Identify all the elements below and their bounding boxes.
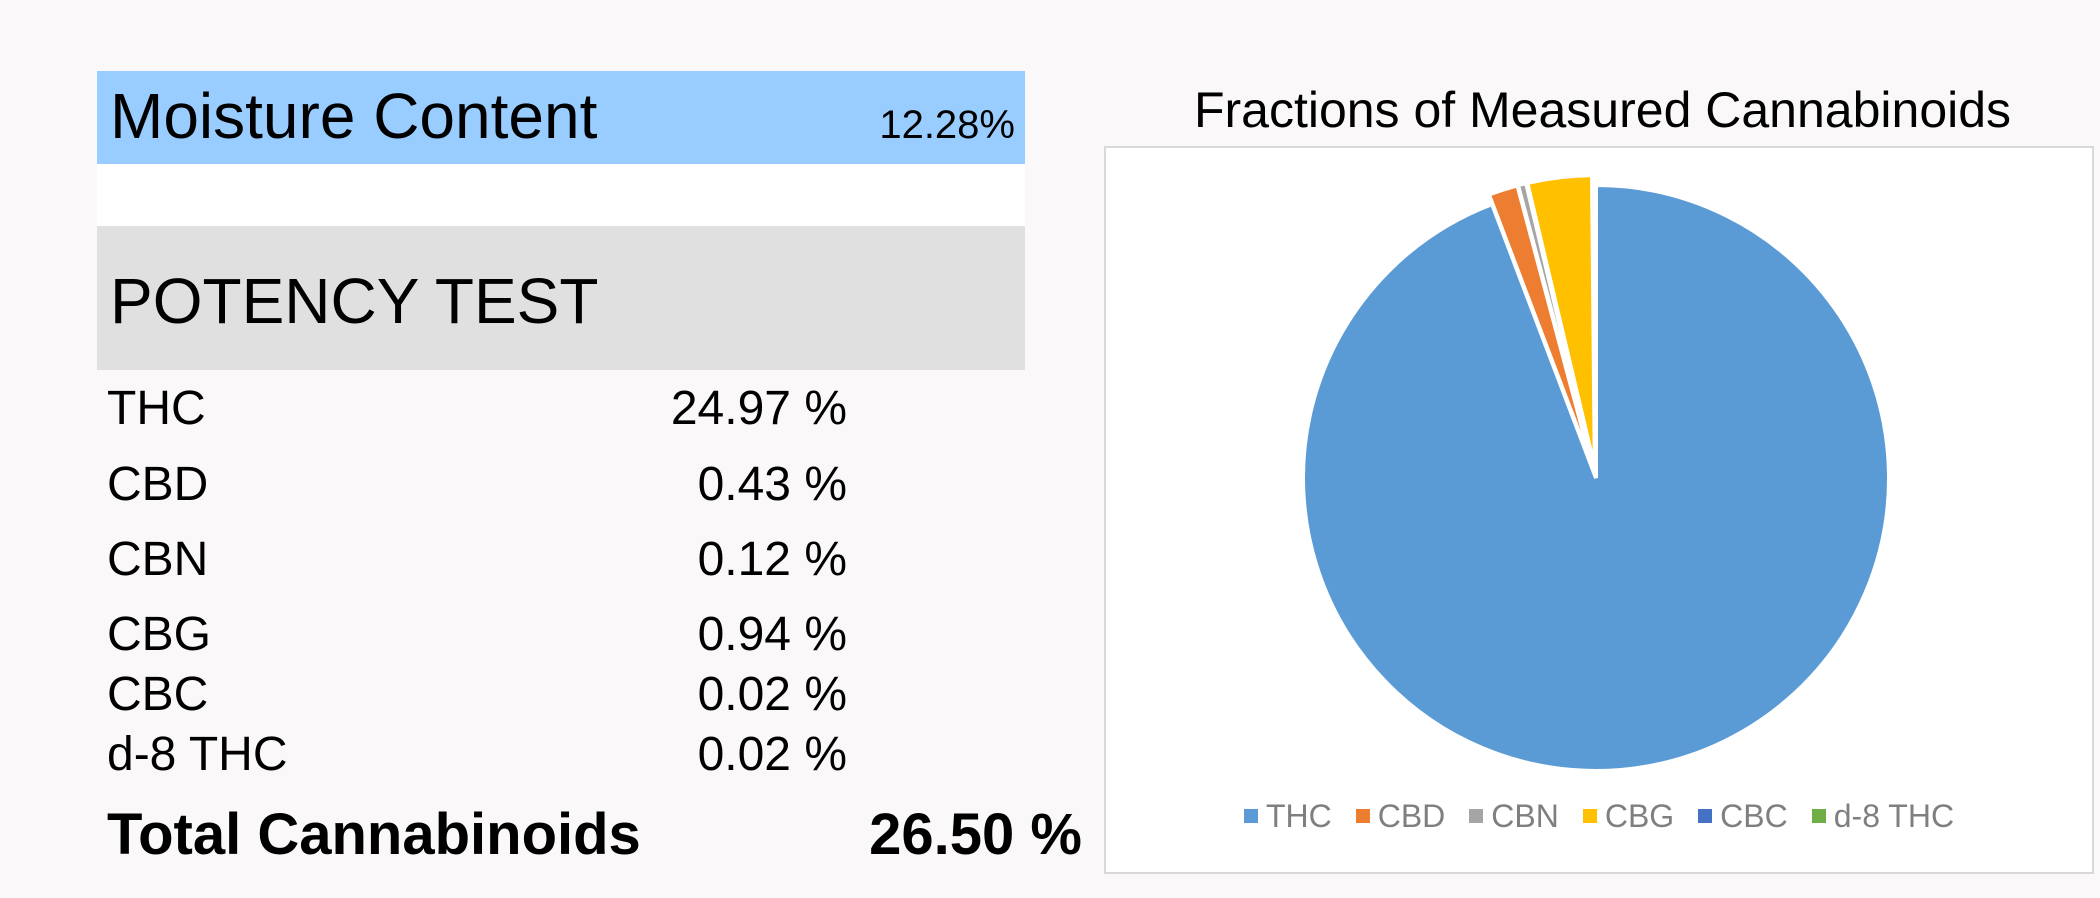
legend-label: THC xyxy=(1265,798,1332,834)
cannabinoid-name: d-8 THC xyxy=(107,728,288,781)
legend-label: CBN xyxy=(1491,798,1559,834)
legend-swatch xyxy=(1355,808,1370,823)
potency-title: POTENCY TEST xyxy=(110,265,599,337)
cannabinoid-row-cbd: CBD 0.43 % xyxy=(107,457,847,513)
cannabinoid-name: CBG xyxy=(107,608,212,661)
legend-item: CBD xyxy=(1355,796,1446,836)
legend-label: CBD xyxy=(1377,798,1446,834)
pie-chart: THC CBD CBN CBG CBC d-8 THC xyxy=(1104,146,2094,874)
potency-header: POTENCY TEST xyxy=(97,226,1025,370)
legend-item: THC xyxy=(1243,796,1332,836)
cannabinoid-value: 0.94 % xyxy=(697,608,847,661)
legend-label: d-8 THC xyxy=(1833,798,1955,834)
chart-title: Fractions of Measured Cannabinoids xyxy=(1193,82,2012,138)
pie-chart-svg xyxy=(1301,172,1891,773)
legend-item: CBC xyxy=(1698,796,1788,836)
cannabinoid-name: THC xyxy=(107,382,206,435)
legend-label: CBC xyxy=(1720,798,1788,834)
spacer-band xyxy=(97,164,1025,226)
total-cannabinoids-row: Total Cannabinoids 26.50 % xyxy=(107,800,1082,870)
cannabinoid-row-cbn: CBN 0.12 % xyxy=(107,532,847,588)
moisture-value: 12.28% xyxy=(879,103,1015,147)
legend-label: CBG xyxy=(1604,798,1675,834)
cannabinoid-name: CBC xyxy=(107,668,209,721)
cannabinoid-value: 0.02 % xyxy=(697,728,847,781)
cannabinoid-row-thc: THC 24.97 % xyxy=(107,381,847,437)
pie-slice-thc xyxy=(1301,182,1891,773)
moisture-label: Moisture Content xyxy=(110,80,598,152)
chart-legend: THC CBD CBN CBG CBC d-8 THC xyxy=(1106,796,2092,836)
legend-item: CBN xyxy=(1469,796,1559,836)
total-label: Total Cannabinoids xyxy=(107,802,641,867)
legend-swatch xyxy=(1698,808,1713,823)
cannabinoid-value: 0.02 % xyxy=(697,668,847,721)
legend-item: CBG xyxy=(1582,796,1675,836)
cannabinoid-value: 24.97 % xyxy=(670,382,847,435)
total-value: 26.50 % xyxy=(869,802,1082,867)
legend-swatch xyxy=(1582,808,1597,823)
cannabinoid-row-cbc: CBC 0.02 % xyxy=(107,667,847,723)
cannabinoid-value: 0.12 % xyxy=(697,533,847,586)
cannabinoid-value: 0.43 % xyxy=(697,458,847,511)
pie-slice-d-8-thc xyxy=(1592,172,1598,469)
legend-swatch xyxy=(1811,808,1826,823)
moisture-banner: Moisture Content 12.28% xyxy=(97,71,1025,164)
cannabinoid-name: CBN xyxy=(107,533,209,586)
legend-item: d-8 THC xyxy=(1811,796,1955,836)
cannabinoid-row-d8-thc: d-8 THC 0.02 % xyxy=(107,727,847,783)
cannabinoid-name: CBD xyxy=(107,458,209,511)
legend-swatch xyxy=(1243,808,1258,823)
legend-swatch xyxy=(1469,808,1484,823)
cannabinoid-row-cbg: CBG 0.94 % xyxy=(107,607,847,663)
